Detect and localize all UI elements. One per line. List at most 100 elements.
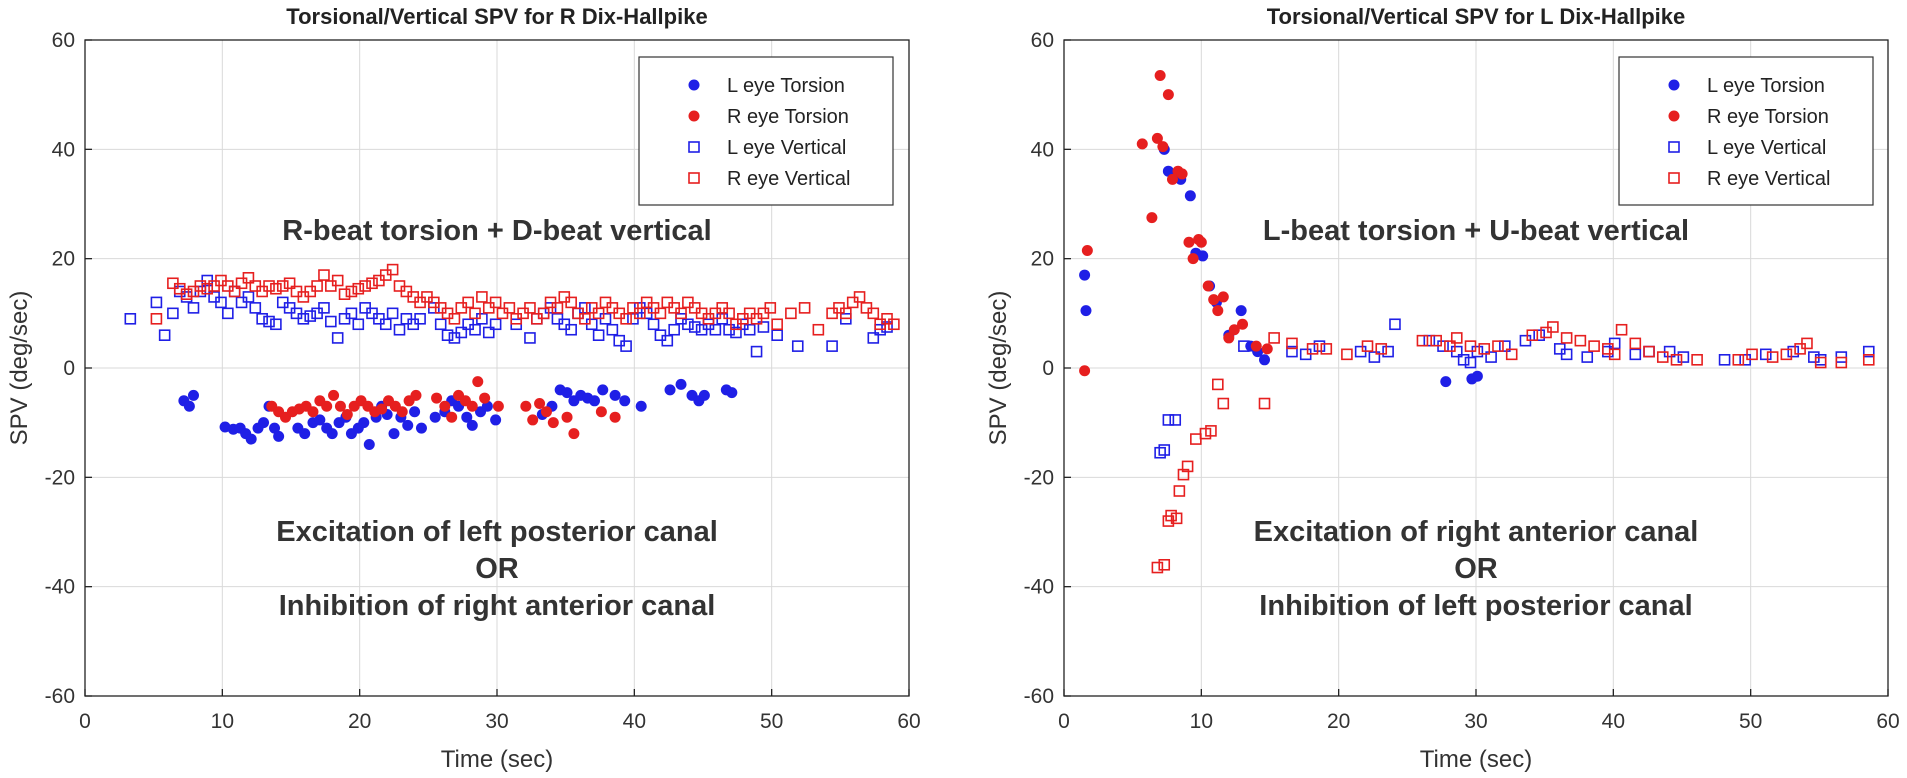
- point-l-eye-vertical: [1560, 348, 1573, 361]
- point-l-eye-vertical: [150, 296, 163, 309]
- y-tick-label: 20: [1031, 248, 1054, 271]
- point-l-eye-torsion: [490, 414, 502, 426]
- point-l-eye-vertical: [592, 329, 605, 342]
- x-tick-label: 60: [897, 710, 920, 733]
- y-axis-label: SPV (deg/sec): [6, 291, 33, 446]
- legend-marker-r-eye-vertical: [1668, 172, 1680, 184]
- point-l-eye-vertical: [1313, 340, 1326, 352]
- legend-label-r-eye-torsion: R eye Torsion: [1707, 106, 1829, 128]
- y-axis-label: SPV (deg/sec): [985, 291, 1012, 446]
- point-r-eye-torsion: [1154, 70, 1166, 82]
- point-l-eye-vertical: [757, 321, 770, 333]
- y-tick-label: -60: [45, 685, 75, 708]
- point-r-eye-torsion: [1157, 141, 1169, 153]
- point-r-eye-vertical: [1158, 558, 1171, 571]
- point-r-eye-vertical: [1835, 356, 1848, 369]
- point-l-eye-vertical: [331, 332, 344, 344]
- point-r-eye-vertical: [1181, 460, 1194, 473]
- point-l-eye-torsion: [299, 428, 311, 440]
- point-r-eye-vertical: [1691, 353, 1703, 366]
- point-l-eye-vertical: [743, 323, 756, 336]
- point-r-eye-torsion: [1212, 305, 1224, 317]
- point-r-eye-torsion: [431, 392, 443, 404]
- point-r-eye-torsion: [1183, 236, 1195, 248]
- point-r-eye-vertical: [840, 307, 852, 320]
- point-r-eye-torsion: [547, 417, 559, 429]
- point-r-eye-vertical: [386, 263, 399, 276]
- point-l-eye-vertical: [1368, 351, 1381, 363]
- point-r-eye-vertical: [1629, 337, 1642, 350]
- point-l-eye-vertical: [867, 332, 880, 344]
- point-l-eye-vertical: [379, 318, 392, 331]
- point-r-eye-vertical: [1862, 353, 1875, 366]
- legend-marker-r-eye-torsion: [688, 110, 700, 122]
- point-l-eye-vertical: [606, 323, 619, 336]
- legend-label-r-eye-vertical: R eye Vertical: [727, 168, 850, 190]
- point-l-eye-vertical: [1158, 444, 1171, 456]
- point-r-eye-vertical: [489, 296, 502, 309]
- annotation-beat: L-beat torsion + U-beat vertical: [1263, 215, 1689, 247]
- chart-panel-l-dix-hallpike: Torsional/Vertical SPV for L Dix-Hallpik…: [985, 4, 1900, 773]
- point-r-eye-vertical: [283, 277, 296, 290]
- point-r-eye-vertical: [634, 307, 646, 320]
- point-r-eye-torsion: [479, 392, 491, 404]
- point-l-eye-vertical: [661, 334, 674, 347]
- point-r-eye-vertical: [331, 274, 344, 287]
- point-r-eye-torsion: [1208, 294, 1220, 306]
- point-r-eye-vertical: [1416, 334, 1429, 347]
- point-l-eye-vertical: [469, 323, 481, 336]
- point-r-eye-vertical: [888, 318, 900, 331]
- point-l-eye-vertical: [1643, 345, 1655, 358]
- point-l-eye-torsion: [589, 395, 601, 407]
- point-l-eye-torsion: [561, 387, 573, 399]
- point-l-eye-vertical: [709, 323, 722, 336]
- point-l-eye-vertical: [482, 326, 495, 339]
- point-l-eye-vertical: [1581, 351, 1594, 363]
- point-r-eye-vertical: [1505, 348, 1518, 361]
- point-l-eye-vertical: [1814, 353, 1827, 366]
- annotation-excitation: Excitation of left posterior canal: [276, 516, 718, 548]
- point-l-eye-vertical: [187, 302, 200, 314]
- point-r-eye-vertical: [565, 296, 577, 309]
- point-r-eye-vertical: [1608, 348, 1621, 361]
- point-l-eye-vertical: [1629, 348, 1642, 361]
- point-r-eye-torsion: [334, 400, 346, 412]
- point-l-eye-vertical: [1533, 329, 1545, 342]
- point-r-eye-torsion: [1261, 343, 1273, 355]
- point-l-eye-torsion: [1440, 376, 1452, 388]
- point-r-eye-vertical: [1258, 397, 1271, 410]
- y-tick-label: 40: [52, 138, 75, 161]
- point-r-eye-torsion: [1187, 253, 1199, 265]
- point-r-eye-vertical: [1560, 332, 1573, 344]
- point-l-eye-vertical: [489, 318, 502, 331]
- point-r-eye-torsion: [527, 414, 539, 426]
- x-tick-label: 30: [485, 710, 508, 733]
- point-r-eye-torsion: [1176, 168, 1188, 180]
- point-l-eye-torsion: [1079, 269, 1091, 281]
- annotation-inhibition: Inhibition of left posterior canal: [1259, 590, 1692, 622]
- legend-marker-l-eye-vertical: [688, 141, 700, 153]
- point-r-eye-vertical: [785, 307, 797, 320]
- point-r-eye-vertical: [194, 280, 207, 292]
- point-r-eye-vertical: [1217, 397, 1230, 410]
- point-l-eye-vertical: [1457, 353, 1470, 366]
- point-l-eye-vertical: [393, 323, 406, 336]
- point-r-eye-vertical: [345, 285, 358, 298]
- point-r-eye-torsion: [1079, 365, 1091, 377]
- point-r-eye-torsion: [540, 406, 552, 418]
- y-tick-label: -40: [45, 576, 75, 599]
- point-l-eye-vertical: [826, 340, 838, 352]
- point-r-eye-torsion: [410, 389, 422, 401]
- point-r-eye-vertical: [1464, 340, 1477, 352]
- legend-marker-l-eye-torsion: [688, 79, 700, 91]
- point-l-eye-torsion: [1235, 305, 1247, 317]
- point-l-eye-vertical: [167, 307, 179, 320]
- point-r-eye-vertical: [524, 302, 536, 314]
- point-l-eye-vertical: [647, 318, 660, 331]
- point-l-eye-vertical: [318, 302, 330, 314]
- point-l-eye-vertical: [1286, 345, 1298, 358]
- point-r-eye-torsion: [609, 411, 621, 423]
- point-r-eye-vertical: [798, 302, 811, 314]
- y-tick-label: 0: [1042, 357, 1054, 380]
